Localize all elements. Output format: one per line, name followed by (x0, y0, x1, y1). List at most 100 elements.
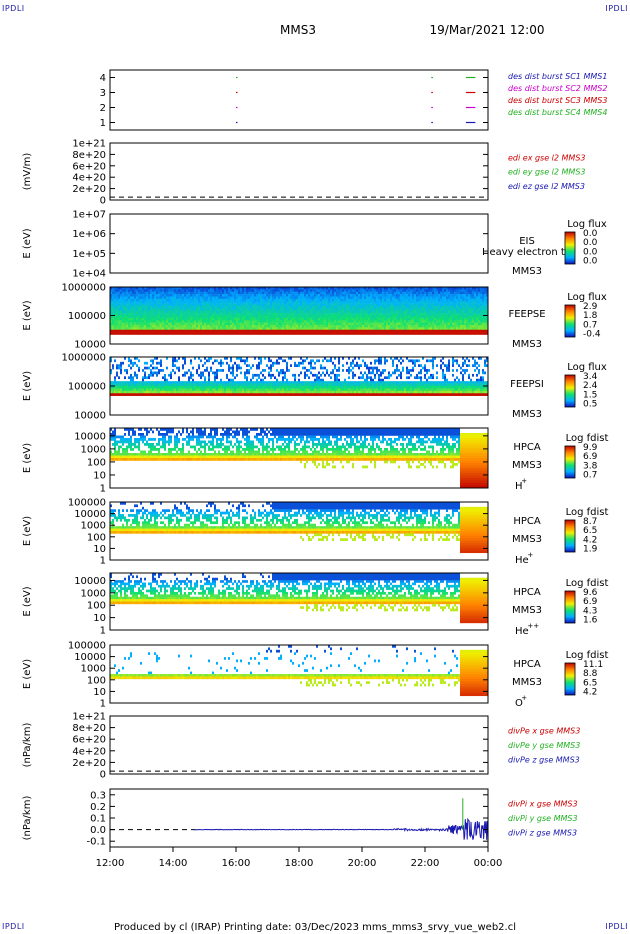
spectrogram-cell (480, 322, 482, 326)
spectrogram-cell (306, 308, 308, 312)
spectrogram-cell (426, 332, 428, 335)
spectrogram-cell (294, 386, 296, 389)
spectrogram-cell (142, 315, 144, 319)
spectrogram-cell (318, 378, 320, 382)
spectrogram-cell (152, 381, 154, 384)
spectrogram-cell (116, 388, 118, 392)
spectrogram-cell (292, 381, 294, 384)
spectrogram-cell (180, 308, 182, 312)
spectrogram-cell (452, 313, 454, 316)
spectrogram-cell (416, 294, 418, 297)
spectrogram-cell (208, 306, 210, 309)
spectrogram-cell (164, 313, 166, 316)
spectrogram-cell (302, 327, 304, 331)
spectrogram-cell (252, 298, 254, 302)
spectrogram-cell (242, 306, 244, 309)
spectrogram-cell (286, 332, 288, 335)
spectrogram-cell (258, 315, 260, 319)
spectrogram-cell (238, 329, 240, 333)
spectrogram-cell (396, 320, 398, 323)
spectrogram-cell (296, 393, 298, 396)
spectrogram-cell (444, 322, 446, 326)
spectrogram-cell (190, 315, 192, 319)
spectrogram-cell (324, 381, 326, 384)
spectrogram-cell (288, 393, 290, 396)
spectrogram-cell (362, 291, 364, 295)
spectrogram-cell (392, 301, 394, 304)
spectrogram-cell (176, 310, 178, 314)
spectrogram-cell (212, 310, 214, 314)
spectrogram-cell (196, 371, 198, 375)
spectrogram-cell (464, 306, 466, 309)
spectrogram-cell (216, 373, 218, 377)
spectrogram-cell (334, 381, 336, 384)
spectrogram-cell (322, 378, 324, 382)
spectrogram-cell (148, 291, 150, 295)
spectrogram-cell (372, 325, 374, 328)
spectrogram-cell (278, 317, 280, 321)
spectrogram-cell (152, 287, 154, 290)
spectrogram-cell (332, 390, 334, 394)
spectrogram-cell (358, 315, 360, 319)
spectrogram-cell (434, 296, 436, 300)
spectrogram-cell (298, 378, 300, 382)
spectrogram-cell (404, 332, 406, 335)
spectrogram-cell (222, 306, 224, 309)
spectrogram-cell (296, 298, 298, 302)
spectrogram-cell (130, 376, 132, 380)
spectrogram-cell (472, 325, 474, 328)
spectrogram-cell (356, 327, 358, 331)
spectrogram-cell (428, 310, 430, 314)
spectrogram-cell (398, 287, 400, 290)
spectrogram-cell (422, 289, 424, 293)
spectrogram-cell (484, 320, 486, 323)
spectrogram-cell (136, 329, 138, 333)
spectrogram-cell (188, 303, 190, 307)
spectrogram-cell (172, 294, 174, 297)
spectrogram-cell (450, 322, 452, 326)
spectrogram-cell (142, 388, 144, 392)
spectrogram-cell (130, 359, 132, 363)
spectrogram-cell (422, 313, 424, 316)
spectrogram-cell (226, 315, 228, 319)
spectrogram-cell (190, 373, 192, 377)
spectrogram-cell (318, 332, 320, 335)
spectrogram-cell (168, 381, 170, 384)
spectrogram-cell (426, 313, 428, 316)
spectrogram-cell (162, 388, 164, 392)
spectrogram-cell (472, 289, 474, 293)
spectrogram-cell (484, 301, 486, 304)
spectrogram-cell (298, 364, 300, 367)
spectrogram-cell (212, 296, 214, 300)
spectrogram-cell (264, 310, 266, 314)
spectrogram-cell (288, 388, 290, 392)
spectrogram-cell (240, 291, 242, 295)
spectrogram-cell (338, 322, 340, 326)
spectrogram-cell (240, 294, 242, 297)
spectrogram-cell (394, 329, 396, 333)
spectrogram-cell (476, 287, 478, 290)
spectrogram-cell (328, 327, 330, 331)
spectrogram-cell (114, 317, 116, 321)
spectrogram-cell (408, 315, 410, 319)
spectrogram-cell (244, 332, 246, 335)
spectrogram-cell (226, 296, 228, 300)
spectrogram-cell (132, 327, 134, 331)
spectrogram-cell (316, 376, 318, 380)
spectrogram-cell (218, 332, 220, 335)
spectrogram-cell (196, 308, 198, 312)
spectrogram-cell (192, 373, 194, 377)
spectrogram-cell (426, 308, 428, 312)
spectrogram-cell (338, 303, 340, 307)
spectrogram-cell (376, 317, 378, 321)
spectrogram-cell (476, 306, 478, 309)
spectrogram-cell (304, 386, 306, 389)
spectrogram-cell (300, 298, 302, 302)
spectrogram-cell (326, 325, 328, 328)
spectrogram-cell (218, 322, 220, 326)
spectrogram-cell (128, 313, 130, 316)
spectrogram-cell (134, 329, 136, 333)
spectrogram-cell (136, 357, 138, 360)
spectrogram-cell (330, 287, 332, 290)
spectrogram-cell (160, 306, 162, 309)
